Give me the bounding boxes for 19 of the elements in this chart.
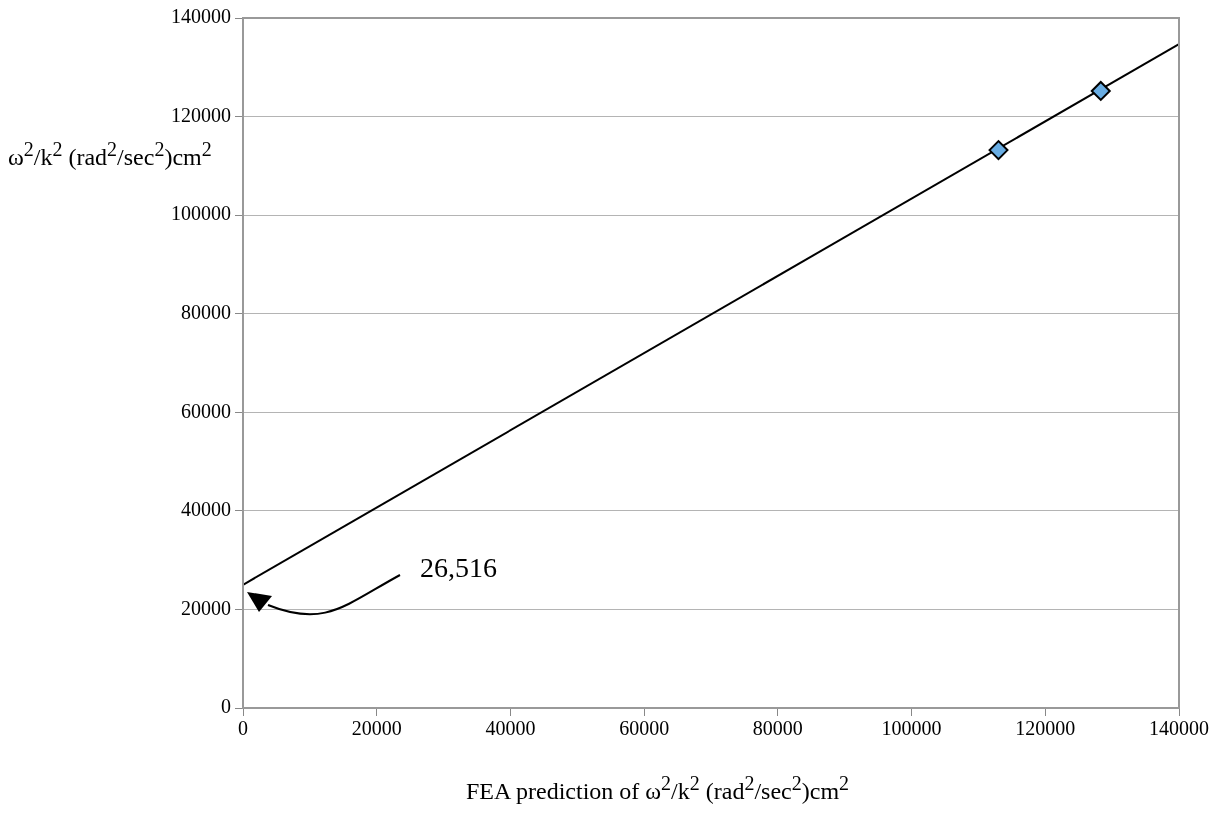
x-tick-label: 60000 (619, 717, 670, 740)
text: FEA prediction of ω$^{2}$/k$^{2}$ (rad$^{2}$/sec$^{2}$)cm$^{2}$ (466, 772, 850, 804)
y-tick-label: 120000 (171, 103, 231, 126)
y-tick-label: 40000 (181, 498, 231, 521)
y-tick-label: 60000 (181, 399, 231, 422)
y-tick-label: 100000 (171, 202, 231, 225)
y-tick-label: 20000 (181, 596, 231, 619)
y-tick-label: 0 (221, 695, 231, 718)
annotation: 26,516 (420, 552, 497, 584)
text: ω$^{2}$/k$^{2}$ (rad$^{2}$/sec$^{2}$)cm$^{2}$ (8, 138, 212, 170)
x-tick-label: 20000 (351, 717, 402, 740)
x-tick-label: 140000 (1149, 717, 1209, 740)
x-tick-label: 0 (238, 717, 248, 740)
y-tick-label: 140000 (171, 5, 231, 28)
x-tick-label: 120000 (1015, 717, 1076, 740)
x-tick-label: 80000 (752, 717, 803, 740)
x-tick-label: 100000 (881, 717, 942, 740)
x-tick-label: 40000 (485, 717, 536, 740)
y-tick-label: 80000 (181, 300, 231, 323)
